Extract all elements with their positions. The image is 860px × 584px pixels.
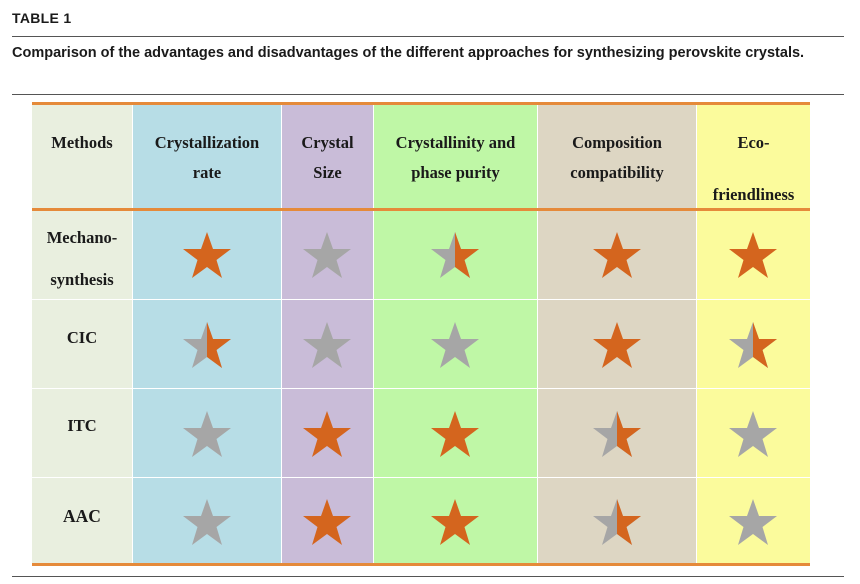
bottom-rule: [12, 576, 844, 577]
rating-cell: [430, 231, 480, 279]
full-star-icon: [303, 499, 351, 545]
row-label-mechano-synthesis: Mechano- synthesis: [32, 223, 132, 295]
empty-star-icon: [303, 232, 351, 278]
header-line: Size: [313, 163, 342, 182]
row-label-line: AAC: [63, 506, 101, 526]
header-crystallization-rate: Crystallization rate: [133, 102, 281, 210]
header-line: compatibility: [570, 163, 664, 182]
half-star-icon: [183, 322, 231, 368]
header-line: rate: [192, 163, 222, 182]
empty-star-icon: [183, 411, 231, 457]
half-star-icon: [729, 322, 777, 368]
table-label: TABLE 1: [12, 10, 72, 26]
row-separator: [32, 477, 810, 478]
full-star-icon: [183, 232, 231, 278]
row-label-line: synthesis: [50, 270, 114, 289]
rating-cell: [302, 410, 352, 458]
row-label-line: Mechano-: [46, 228, 118, 247]
full-star-icon: [729, 232, 777, 278]
full-star-icon: [593, 322, 641, 368]
empty-star-icon: [729, 411, 777, 457]
header-line: Eco-: [737, 133, 770, 152]
header-line: Crystallization: [154, 133, 260, 152]
row-label-cic: CIC: [32, 323, 132, 353]
table-caption: Comparison of the advantages and disadva…: [12, 45, 805, 61]
rating-cell: [182, 321, 232, 369]
rating-cell: [430, 498, 480, 546]
header-composition: Composition compatibility: [538, 102, 696, 210]
caption-rule: [12, 94, 844, 95]
header-methods-text: Methods: [51, 133, 113, 152]
full-star-icon: [303, 411, 351, 457]
empty-star-icon: [729, 499, 777, 545]
rating-cell: [302, 321, 352, 369]
comparison-table: Methods Crystallization rate Crystal Siz…: [32, 102, 810, 566]
half-star-icon: [593, 411, 641, 457]
rating-cell: [302, 231, 352, 279]
top-rule: [12, 36, 844, 37]
header-line: Crystallinity and: [395, 133, 516, 152]
row-label-line: ITC: [67, 416, 97, 435]
table-bottom-rule: [32, 563, 810, 566]
header-line: phase purity: [411, 163, 500, 182]
table-top-rule: [32, 102, 810, 105]
rating-cell: [182, 410, 232, 458]
empty-star-icon: [431, 322, 479, 368]
half-star-icon: [593, 499, 641, 545]
row-label-aac: AAC: [32, 501, 132, 531]
header-line: friendliness: [712, 185, 795, 204]
rating-cell: [182, 231, 232, 279]
rating-cell: [728, 498, 778, 546]
rating-cell: [728, 231, 778, 279]
row-separator: [32, 388, 810, 389]
full-star-icon: [431, 411, 479, 457]
header-methods: Methods: [32, 102, 132, 210]
header-line: Crystal: [301, 133, 354, 152]
rating-cell: [302, 498, 352, 546]
rating-cell: [430, 410, 480, 458]
header-eco-friendliness: Eco- friendliness: [697, 102, 810, 210]
methods-column: [32, 102, 132, 566]
header-line: Composition: [572, 133, 662, 152]
row-label-itc: ITC: [32, 411, 132, 441]
rating-cell: [182, 498, 232, 546]
empty-star-icon: [183, 499, 231, 545]
header-crystal-size: Crystal Size: [282, 102, 373, 210]
header-crystallinity: Crystallinity and phase purity: [374, 102, 537, 210]
rating-cell: [430, 321, 480, 369]
rating-cell: [728, 410, 778, 458]
half-star-icon: [431, 232, 479, 278]
rating-cell: [728, 321, 778, 369]
full-star-icon: [593, 232, 641, 278]
full-star-icon: [431, 499, 479, 545]
rating-cell: [592, 321, 642, 369]
rating-cell: [592, 410, 642, 458]
empty-star-icon: [303, 322, 351, 368]
row-separator: [32, 299, 810, 300]
rating-cell: [592, 231, 642, 279]
header-rule: [32, 208, 810, 211]
rating-cell: [592, 498, 642, 546]
row-label-line: CIC: [66, 328, 98, 347]
